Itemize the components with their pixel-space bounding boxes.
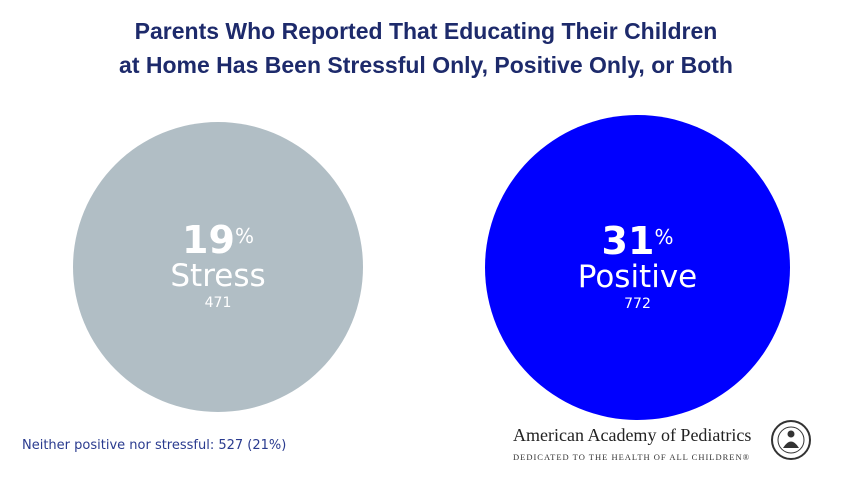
stress-percent: 19% <box>182 218 254 262</box>
stress-count: 471 <box>204 295 232 311</box>
title-line-1: Parents Who Reported That Educating Thei… <box>134 18 718 44</box>
aap-logo: American Academy of Pediatrics DEDICATED… <box>513 420 813 462</box>
positive-count: 772 <box>624 295 651 312</box>
stress-label: Stress <box>170 258 266 294</box>
positive-percent: 31% <box>601 218 674 263</box>
aap-seal-icon <box>771 420 811 460</box>
title-line-2: at Home Has Been Stressful Only, Positiv… <box>119 52 733 78</box>
chart-title: Parents Who Reported That Educating Thei… <box>0 14 852 82</box>
positive-circle: 31% Positive 772 <box>485 115 790 420</box>
footnote: Neither positive nor stressful: 527 (21%… <box>22 438 287 453</box>
stress-circle: 19% Stress 471 <box>73 122 363 412</box>
positive-label: Positive <box>577 258 698 295</box>
logo-name: American Academy of Pediatrics <box>513 425 752 445</box>
logo-tagline: DEDICATED TO THE HEALTH OF ALL CHILDREN® <box>513 452 751 462</box>
